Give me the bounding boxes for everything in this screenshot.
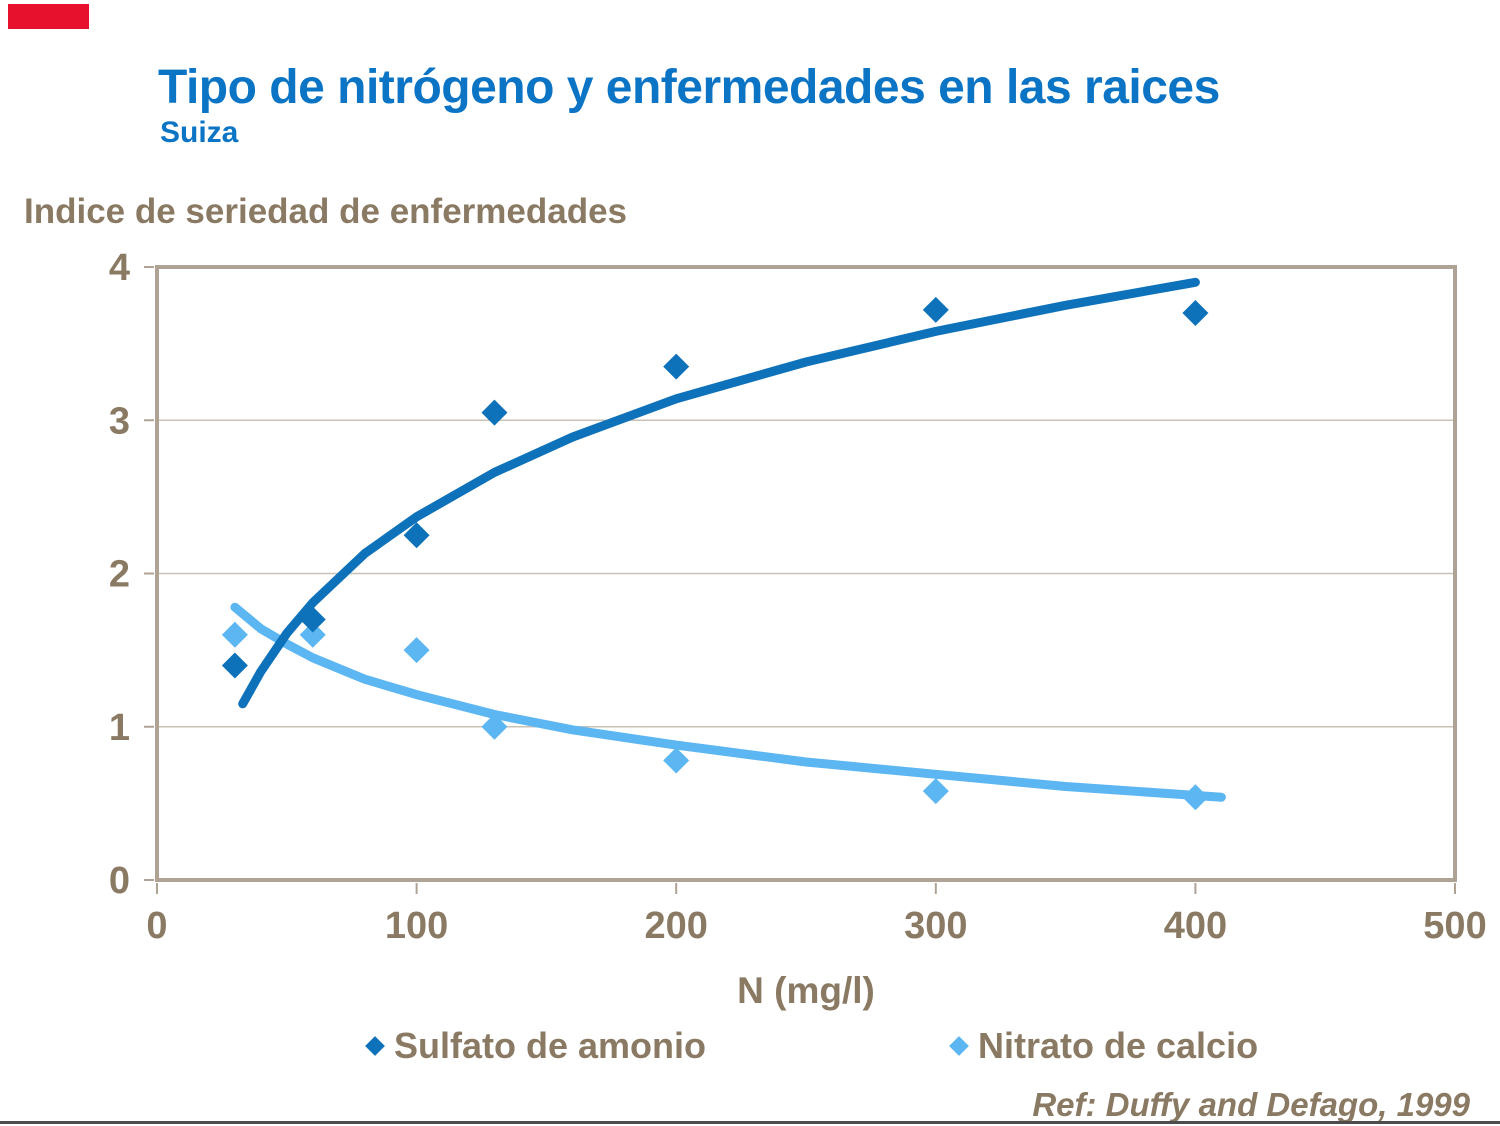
- bottom-rule: [0, 1121, 1500, 1124]
- plot-border: [155, 265, 1457, 882]
- data-point-diamond: [663, 747, 690, 774]
- red-corner-bar: [8, 4, 89, 29]
- page-subtitle: Suiza: [160, 116, 239, 149]
- y-tick-label: 1: [109, 707, 130, 749]
- data-point-diamond: [1182, 784, 1209, 811]
- data-point-diamond: [922, 778, 949, 805]
- x-axis-title: N (mg/l): [737, 970, 875, 1011]
- x-tick-label: 300: [904, 905, 967, 947]
- legend-label-sulfato: Sulfato de amonio: [394, 1025, 707, 1066]
- data-point-diamond: [481, 399, 508, 426]
- legend-item-nitrato: Nitrato de calcio: [949, 1024, 1259, 1068]
- trend-line: [230, 602, 1226, 802]
- data-point-diamond: [1182, 299, 1209, 326]
- reference-text: Ref: Duffy and Defago, 1999: [1032, 1086, 1470, 1123]
- x-tick-label: 400: [1164, 905, 1227, 947]
- x-tick-label: 100: [385, 905, 448, 947]
- data-point-diamond: [221, 621, 248, 648]
- legend-label-nitrato: Nitrato de calcio: [978, 1025, 1259, 1066]
- y-axis-title: Indice de seriedad de enfermedades: [24, 192, 628, 231]
- data-point-diamond: [922, 296, 949, 323]
- y-tick-label: 3: [109, 400, 130, 442]
- data-point-diamond: [663, 353, 690, 380]
- data-point-diamond: [299, 606, 326, 633]
- diamond-marker-icon: [949, 1036, 969, 1056]
- data-point-diamond: [299, 621, 326, 648]
- legend-item-sulfato: Sulfato de amonio: [365, 1024, 707, 1068]
- data-point-diamond: [481, 713, 508, 740]
- data-point-diamond: [221, 652, 248, 679]
- data-point-diamond: [403, 522, 430, 549]
- trend-line: [238, 277, 1200, 709]
- y-tick-label: 4: [109, 247, 130, 289]
- x-tick-label: 0: [146, 905, 167, 947]
- y-tick-label: 2: [109, 554, 130, 596]
- x-tick-label: 200: [644, 905, 707, 947]
- y-tick-label: 0: [109, 860, 130, 902]
- data-point-diamond: [403, 637, 430, 664]
- page-title: Tipo de nitrógeno y enfermedades en las …: [158, 61, 1220, 114]
- x-tick-label: 500: [1423, 905, 1486, 947]
- diamond-marker-icon: [365, 1036, 385, 1056]
